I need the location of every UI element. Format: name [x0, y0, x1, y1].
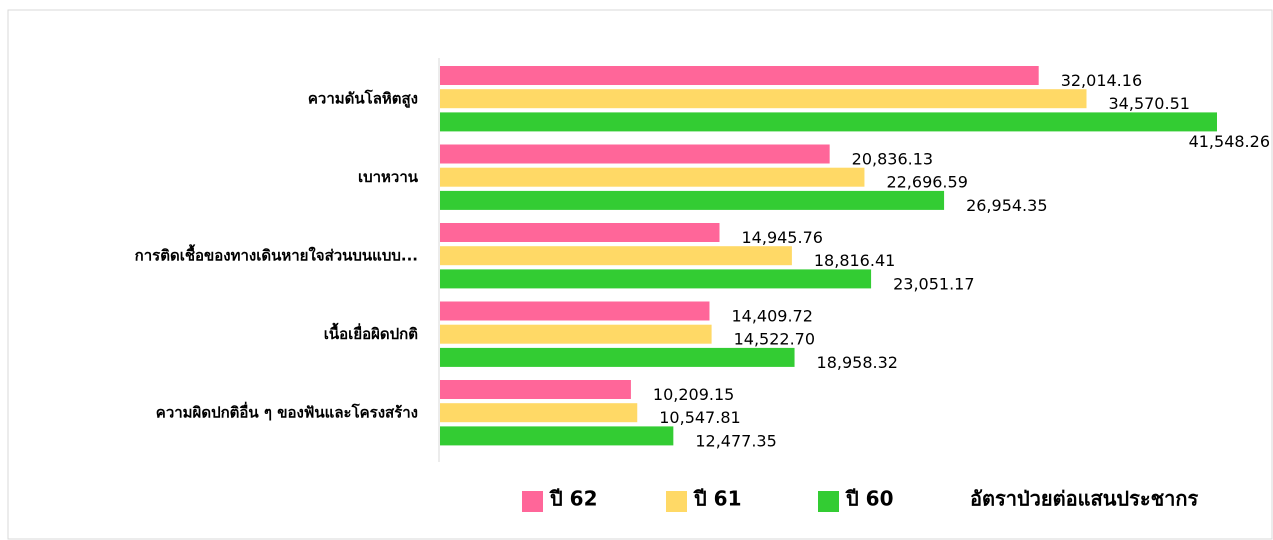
data-label: 10,547.81	[659, 408, 740, 427]
bar	[440, 223, 720, 242]
bar	[440, 301, 710, 321]
bar	[440, 190, 945, 210]
bar	[440, 347, 795, 367]
bar	[440, 246, 792, 266]
data-label: 10,209.15	[653, 385, 734, 404]
bar	[440, 426, 674, 446]
data-label: 20,836.13	[852, 150, 933, 169]
category-label: เนื้อเยื่อผิดปกติ	[324, 322, 418, 343]
data-label: 14,522.70	[734, 330, 815, 349]
data-label: 23,051.17	[893, 274, 974, 293]
bar	[440, 144, 830, 164]
value-axis-label: อัตราป่วยต่อแสนประชากร	[970, 487, 1198, 511]
bar	[440, 89, 1087, 109]
data-label: 14,945.76	[742, 228, 823, 247]
legend-swatch	[666, 491, 687, 512]
legend-swatch	[818, 491, 839, 512]
bar	[440, 380, 631, 399]
legend-label: ปี 61	[693, 487, 742, 511]
bar	[440, 269, 872, 289]
data-label: 26,954.35	[966, 196, 1047, 215]
category-label: ความดันโลหิตสูง	[308, 89, 418, 109]
data-label: 34,570.51	[1109, 94, 1190, 113]
bar	[440, 167, 865, 187]
legend-label: ปี 62	[549, 487, 598, 511]
bar	[440, 403, 638, 423]
data-label: 18,958.32	[817, 353, 898, 372]
data-label: 12,477.35	[695, 431, 776, 450]
data-label: 14,409.72	[731, 307, 812, 326]
category-label: ความผิดปกติอื่น ๆ ของฟันและโครงสร้าง	[156, 402, 418, 422]
legend-label: ปี 60	[845, 487, 894, 511]
category-label: การติดเชื้อของทางเดินหายใจส่วนบนแบบ...	[135, 244, 418, 265]
legend-swatch	[522, 491, 543, 512]
data-label: 41,548.26	[1189, 132, 1270, 151]
category-label: เบาหวาน	[358, 168, 419, 186]
bar	[440, 112, 1217, 132]
bar	[440, 324, 712, 344]
data-label: 32,014.16	[1061, 71, 1142, 90]
data-label: 18,816.41	[814, 251, 895, 270]
data-label: 22,696.59	[886, 173, 967, 192]
chart-border	[7, 9, 1273, 540]
bar	[440, 66, 1039, 85]
